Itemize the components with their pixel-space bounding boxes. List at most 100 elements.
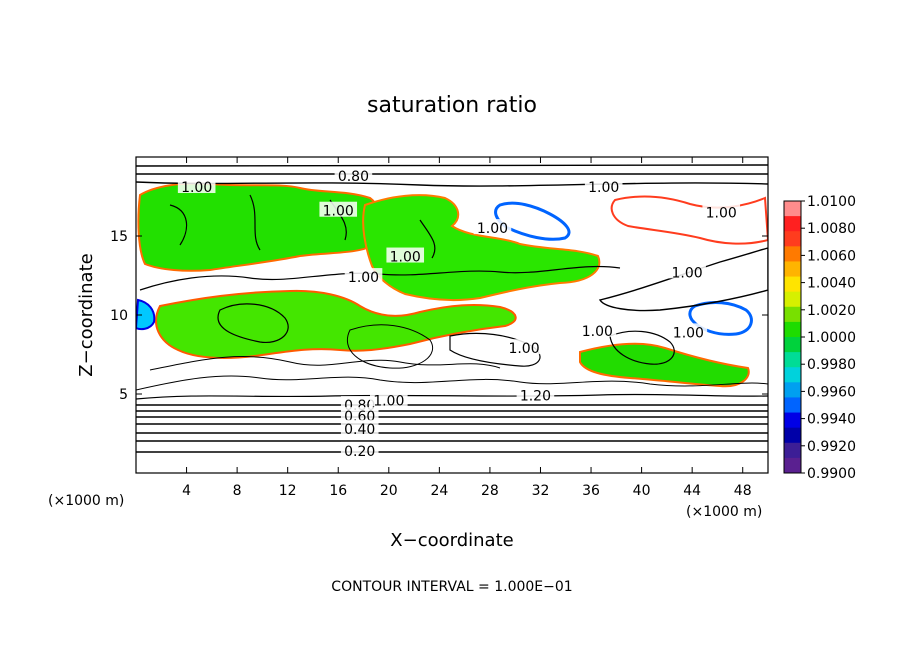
colorbar-label: 0.9960 <box>807 384 856 400</box>
contour-label: 0.80 <box>338 169 369 185</box>
x-tick-label: 40 <box>633 483 651 499</box>
contour-label-backdrop <box>505 339 543 355</box>
colorbar-swatch <box>784 306 801 323</box>
contour-label-backdrop <box>578 321 617 337</box>
contour-label-backdrop <box>702 203 741 219</box>
x-tick-label: 16 <box>329 483 347 499</box>
contour-label: 1.00 <box>706 205 737 221</box>
x-unit-label-left: (×1000 m) <box>48 493 124 509</box>
colorbar-swatch <box>784 276 801 293</box>
colorbar-label: 0.9980 <box>807 357 856 373</box>
contour-label-backdrop <box>319 201 358 217</box>
colorbar-swatch <box>784 427 801 444</box>
saturation-field <box>136 182 768 388</box>
contour-line <box>449 332 541 367</box>
colorbar-swatch <box>784 382 801 398</box>
contour-label: 1.00 <box>390 250 421 266</box>
contour-label-backdrop <box>177 178 216 194</box>
contour-label: 1.00 <box>672 265 703 281</box>
y-tick-label: 5 <box>119 387 128 403</box>
contour-line <box>136 393 768 400</box>
y-axis-ticks: 5 10 15 <box>110 229 768 403</box>
colorbar-swatch <box>784 321 801 338</box>
x-tick-label: 44 <box>683 483 701 499</box>
colorbar-swatch <box>784 261 801 278</box>
contour-labels: 0.80 1.00 1.00 1.00 1.00 1.00 1.00 1.00 1.00 1.00… <box>177 166 741 460</box>
contour-label-backdrop <box>668 263 706 279</box>
contour-label-backdrop <box>340 441 379 457</box>
chart-title: saturation ratio <box>367 93 537 118</box>
y-axis-label: Z−coordinate <box>76 253 97 376</box>
y-tick-label: 10 <box>110 308 128 324</box>
contour-line <box>217 303 289 344</box>
colorbar-swatch <box>784 246 801 262</box>
contour-label: 1.20 <box>520 389 551 405</box>
contour-label-backdrop <box>516 386 555 402</box>
colorbar-swatch <box>784 201 801 217</box>
contour-label: 0.20 <box>344 444 375 460</box>
contour-label-backdrop <box>584 178 623 194</box>
contour-lines <box>136 164 768 453</box>
colorbar-labels: 1.0100 1.0080 1.0060 1.0040 1.0020 1.0000 0.99… <box>801 194 856 482</box>
contour-line <box>149 356 501 371</box>
contour-label-backdrop <box>334 166 373 182</box>
field-region-cyan-left <box>136 298 156 331</box>
x-axis-ticks: 4 8 12 16 20 24 28 32 36 40 44 48 <box>182 157 752 499</box>
contour-interval-footer: CONTOUR INTERVAL = 1.000E−01 <box>331 579 572 595</box>
colorbar-label: 0.9900 <box>807 466 856 482</box>
x-tick-label: 12 <box>279 483 297 499</box>
contour-label: 0.40 <box>344 422 375 438</box>
field-region-middle-band <box>155 289 517 359</box>
colorbar-swatch <box>784 231 801 247</box>
contour-label-backdrop <box>340 419 379 435</box>
colorbar-label: 0.9940 <box>807 412 856 428</box>
x-tick-label: 20 <box>380 483 398 499</box>
x-tick-label: 8 <box>233 483 242 499</box>
x-tick-label: 28 <box>481 483 499 499</box>
x-axis-label: X−coordinate <box>390 530 513 551</box>
contour-label: 1.00 <box>181 180 212 196</box>
colorbar-swatch <box>784 442 801 459</box>
colorbar-swatch <box>784 337 801 353</box>
colorbar-label: 1.0040 <box>807 276 856 292</box>
contour-line <box>136 164 768 167</box>
colorbar-swatch <box>784 216 801 232</box>
colorbar-label: 1.0000 <box>807 330 856 346</box>
colorbar-swatch <box>784 397 801 414</box>
contour-label: 1.00 <box>508 341 539 357</box>
contour-label-backdrop <box>473 219 512 235</box>
x-unit-label-right: (×1000 m) <box>686 504 762 520</box>
contour-label-backdrop <box>340 407 379 423</box>
contour-label-backdrop <box>386 247 425 263</box>
colorbar-swatch <box>784 367 801 383</box>
contour-line <box>136 375 768 391</box>
colorbar <box>783 200 802 474</box>
colorbar-swatch <box>784 352 801 368</box>
contour-label: 1.00 <box>477 221 508 237</box>
colorbar-swatch <box>784 412 801 429</box>
contour-line <box>136 181 768 187</box>
x-tick-label: 48 <box>734 483 752 499</box>
contour-label: 1.00 <box>582 324 613 340</box>
x-tick-label: 24 <box>430 483 448 499</box>
colorbar-label: 0.9920 <box>807 439 856 455</box>
colorbar-swatch <box>784 291 801 308</box>
colorbar-swatch <box>784 457 801 474</box>
x-tick-label: 4 <box>182 483 191 499</box>
plot-area: 0.80 1.00 1.00 1.00 1.00 1.00 1.00 1.00 1.00 1.00… <box>136 157 768 473</box>
colorbar-label: 1.0020 <box>807 303 856 319</box>
contour-label-backdrop <box>669 323 708 339</box>
contour-label-backdrop <box>344 268 383 284</box>
contour-line <box>169 194 436 259</box>
contour-label: 1.00 <box>323 204 354 220</box>
colorbar-label: 1.0080 <box>807 221 856 237</box>
x-tick-label: 36 <box>582 483 600 499</box>
y-tick-label: 15 <box>110 229 128 245</box>
colorbar-label: 1.0060 <box>807 248 856 264</box>
contour-label: 1.00 <box>348 270 379 286</box>
colorbar-label: 1.0100 <box>807 194 856 210</box>
contour-label-backdrop <box>370 391 408 407</box>
contour-label: 1.00 <box>373 393 404 409</box>
contour-label: 1.00 <box>588 180 619 196</box>
